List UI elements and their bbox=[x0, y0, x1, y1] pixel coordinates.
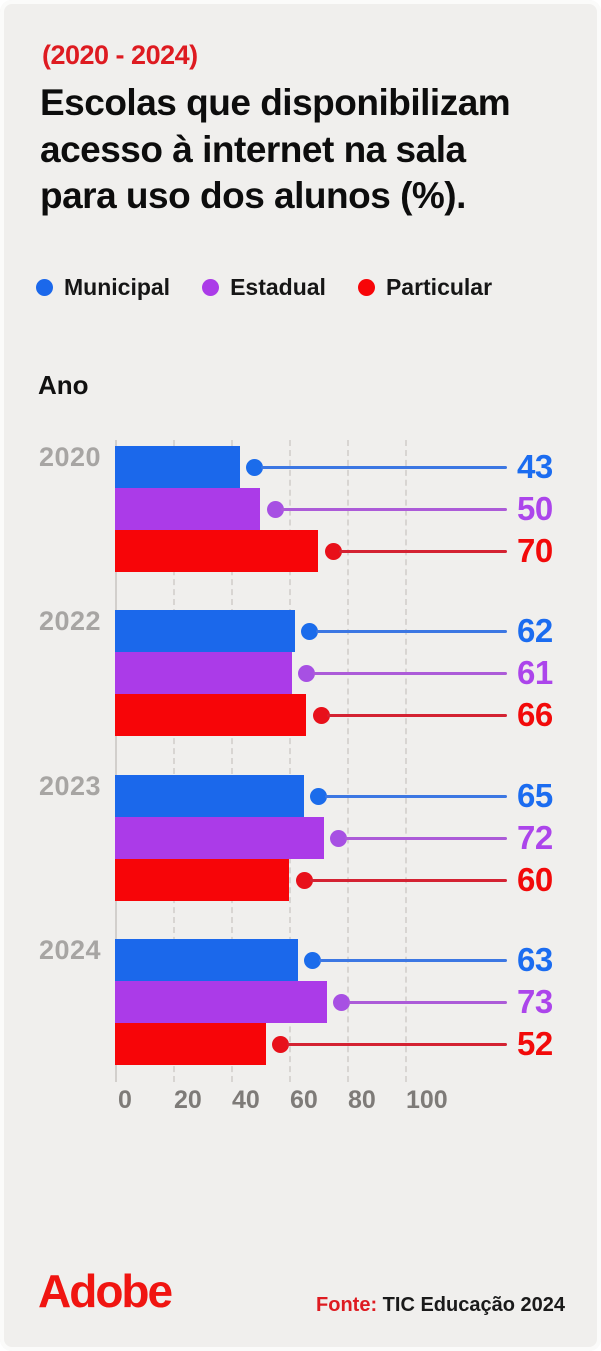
gridline-80 bbox=[347, 440, 349, 1082]
value-dot-2024-estadual bbox=[333, 993, 351, 1011]
leader-line-2020-particular bbox=[339, 549, 507, 553]
chart-title-line-1: Escolas que disponibilizam bbox=[40, 82, 511, 123]
legend-item-municipal: Municipal bbox=[36, 274, 170, 301]
bar-2023-estadual bbox=[115, 817, 324, 859]
value-label-2024-particular: 52 bbox=[517, 1025, 553, 1062]
legend: Municipal Estadual Particular bbox=[36, 274, 492, 301]
legend-item-particular: Particular bbox=[357, 274, 493, 301]
legend-dot-icon bbox=[36, 279, 53, 296]
value-label-2022-municipal: 62 bbox=[517, 612, 553, 649]
source-credit: Fonte: TIC Educação 2024 bbox=[316, 1294, 565, 1317]
bar-2020-estadual bbox=[115, 488, 260, 530]
legend-dot-icon bbox=[202, 279, 220, 296]
bar-2023-particular bbox=[115, 859, 289, 901]
chart-title: Escolas que disponibilizam acesso à inte… bbox=[40, 80, 585, 220]
bar-2024-municipal bbox=[115, 939, 298, 981]
x-tick-label-40: 40 bbox=[232, 1086, 260, 1114]
value-dot-2020-municipal bbox=[246, 458, 264, 476]
value-dot-2022-municipal bbox=[301, 622, 319, 640]
gridline-20 bbox=[173, 440, 175, 1082]
y-axis-title: Ano bbox=[38, 370, 89, 400]
leader-line-2023-particular bbox=[310, 878, 507, 882]
year-label-2020: 2020 bbox=[39, 442, 102, 472]
value-label-2023-particular: 60 bbox=[517, 861, 553, 898]
bar-2024-estadual bbox=[115, 981, 327, 1023]
value-label-2020-estadual: 50 bbox=[517, 490, 553, 527]
value-dot-2020-particular bbox=[324, 542, 342, 560]
leader-line-2020-municipal bbox=[260, 465, 507, 469]
chart-title-line-3: para uso dos alunos (%). bbox=[40, 175, 466, 217]
value-dot-2023-estadual bbox=[330, 829, 348, 847]
legend-dot-icon bbox=[357, 279, 375, 296]
value-label-2023-estadual: 72 bbox=[517, 819, 553, 856]
value-dot-2023-municipal bbox=[310, 787, 327, 805]
value-dot-2024-municipal bbox=[304, 951, 322, 969]
bar-2020-municipal bbox=[115, 446, 240, 488]
bar-2022-estadual bbox=[115, 652, 292, 694]
source-label: Fonte: bbox=[316, 1294, 378, 1316]
leader-line-2022-particular bbox=[327, 713, 507, 717]
value-label-2022-particular: 66 bbox=[517, 696, 553, 733]
value-label-2023-municipal: 65 bbox=[517, 777, 553, 814]
bar-2020-particular bbox=[115, 530, 318, 572]
chart-title-line-2: acesso à internet na sala bbox=[40, 128, 466, 170]
gridline-40 bbox=[231, 440, 233, 1082]
year-label-2024: 2024 bbox=[39, 935, 102, 965]
gridline-60 bbox=[289, 440, 291, 1082]
value-label-2020-municipal: 43 bbox=[517, 448, 553, 485]
x-tick-label-100: 100 bbox=[406, 1086, 448, 1114]
leader-line-2022-estadual bbox=[312, 671, 507, 675]
legend-item-label: Municipal bbox=[64, 274, 171, 300]
bar-2022-particular bbox=[115, 694, 307, 736]
value-dot-2020-estadual bbox=[266, 500, 284, 518]
legend-item-label: Estadual bbox=[230, 274, 326, 300]
leader-line-2024-municipal bbox=[318, 958, 507, 962]
leader-line-2023-estadual bbox=[344, 836, 507, 840]
x-tick-label-60: 60 bbox=[290, 1086, 318, 1114]
adobe-logo: Adobe bbox=[38, 1265, 173, 1317]
bar-2022-municipal bbox=[115, 610, 295, 652]
gridline-100 bbox=[405, 440, 407, 1082]
value-label-2020-particular: 70 bbox=[517, 532, 553, 569]
leader-line-2020-estadual bbox=[281, 507, 507, 511]
value-label-2022-estadual: 61 bbox=[517, 654, 553, 691]
year-label-2022: 2022 bbox=[39, 606, 102, 636]
x-tick-label-80: 80 bbox=[348, 1086, 376, 1114]
bar-2024-particular bbox=[115, 1023, 266, 1065]
value-dot-2023-particular bbox=[295, 871, 313, 889]
leader-line-2024-particular bbox=[286, 1042, 507, 1046]
legend-item-label: Particular bbox=[385, 274, 493, 300]
bar-2023-municipal bbox=[115, 775, 304, 817]
leader-line-2024-estadual bbox=[347, 1000, 507, 1004]
year-label-2023: 2023 bbox=[39, 771, 102, 801]
source-text: TIC Educação 2024 bbox=[377, 1294, 565, 1316]
leader-line-2023-municipal bbox=[324, 794, 507, 798]
date-range-subtitle: (2020 - 2024) bbox=[42, 40, 198, 70]
x-tick-label-0: 0 bbox=[118, 1086, 132, 1114]
value-dot-2022-estadual bbox=[298, 664, 316, 682]
y-axis-line bbox=[115, 440, 117, 1082]
value-dot-2024-particular bbox=[272, 1035, 290, 1053]
value-label-2024-municipal: 63 bbox=[517, 941, 553, 978]
value-dot-2022-particular bbox=[312, 706, 330, 724]
legend-item-estadual: Estadual bbox=[202, 274, 326, 301]
x-tick-label-20: 20 bbox=[174, 1086, 202, 1114]
value-label-2024-estadual: 73 bbox=[517, 983, 553, 1020]
leader-line-2022-municipal bbox=[315, 629, 507, 633]
